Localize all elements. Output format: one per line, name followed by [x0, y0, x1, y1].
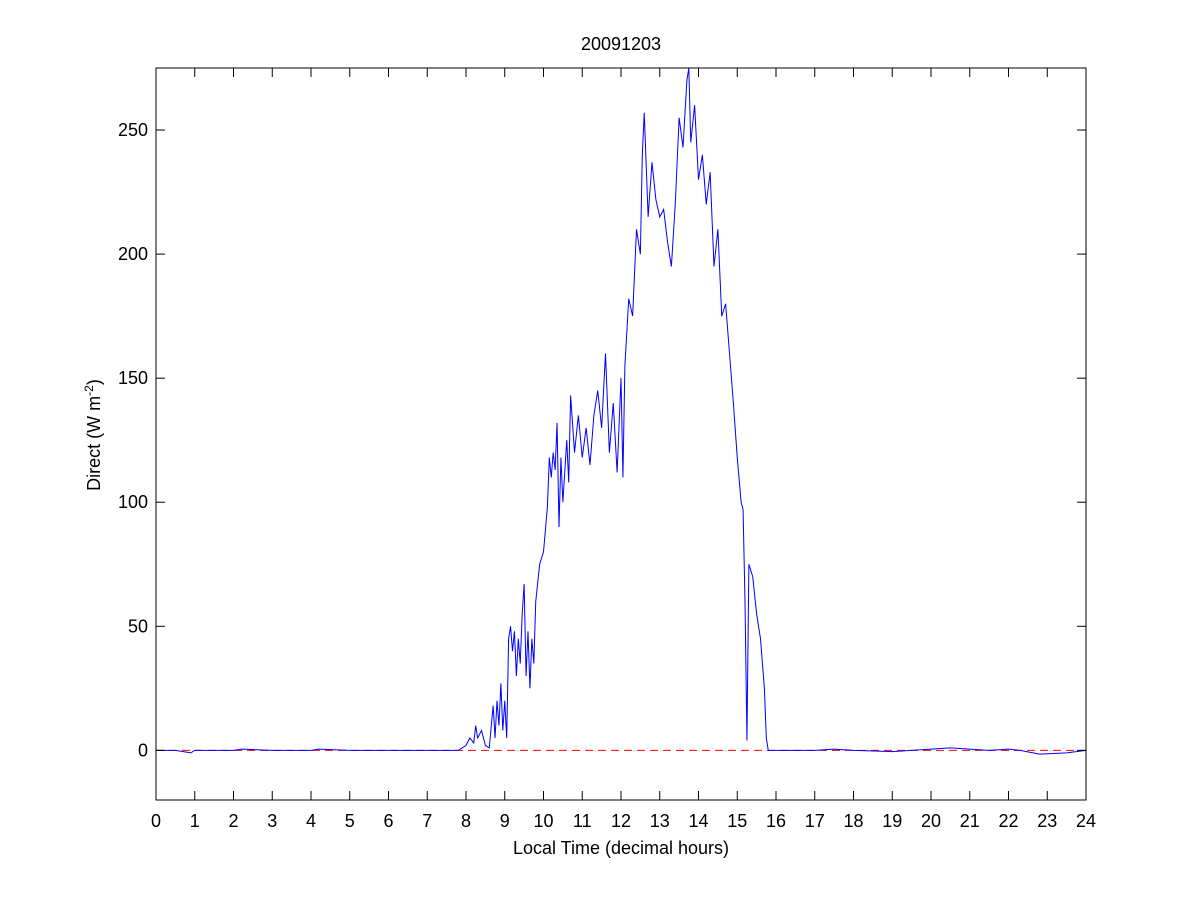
- x-tick-label: 20: [921, 811, 941, 831]
- x-tick-label: 21: [960, 811, 980, 831]
- x-tick-label: 18: [843, 811, 863, 831]
- x-tick-label: 24: [1076, 811, 1096, 831]
- x-tick-label: 7: [422, 811, 432, 831]
- x-tick-label: 4: [306, 811, 316, 831]
- x-axis-label: Local Time (decimal hours): [513, 838, 729, 858]
- y-axis-label: Direct (W m-2): [82, 379, 104, 491]
- x-tick-label: 8: [461, 811, 471, 831]
- x-tick-label: 0: [151, 811, 161, 831]
- x-tick-label: 1: [190, 811, 200, 831]
- x-tick-label: 2: [228, 811, 238, 831]
- y-tick-label: 200: [118, 244, 148, 264]
- x-tick-label: 6: [383, 811, 393, 831]
- chart-title: 20091203: [581, 34, 661, 54]
- y-tick-label: 50: [128, 616, 148, 636]
- y-tick-label: 250: [118, 120, 148, 140]
- x-tick-label: 13: [650, 811, 670, 831]
- x-tick-label: 12: [611, 811, 631, 831]
- y-tick-label: 100: [118, 492, 148, 512]
- x-tick-label: 11: [573, 811, 592, 831]
- x-tick-label: 22: [998, 811, 1018, 831]
- y-axis-label-sup: -2: [82, 385, 96, 396]
- x-tick-label: 3: [267, 811, 277, 831]
- plot-frame: [155, 67, 1087, 801]
- y-axis-label-main: Direct (W m: [84, 396, 104, 491]
- x-tick-label: 19: [882, 811, 902, 831]
- x-tick-label: 9: [500, 811, 510, 831]
- x-tick-label: 17: [805, 811, 825, 831]
- x-tick-label: 16: [766, 811, 786, 831]
- x-tick-label: 15: [727, 811, 747, 831]
- x-tick-label: 5: [345, 811, 355, 831]
- y-tick-label: 0: [138, 740, 148, 760]
- y-tick-label: 150: [118, 368, 148, 388]
- x-tick-label: 14: [688, 811, 708, 831]
- x-tick-label: 23: [1037, 811, 1057, 831]
- data-line: [156, 67, 1087, 755]
- y-axis-label-end: ): [84, 379, 104, 385]
- x-tick-label: 10: [533, 811, 553, 831]
